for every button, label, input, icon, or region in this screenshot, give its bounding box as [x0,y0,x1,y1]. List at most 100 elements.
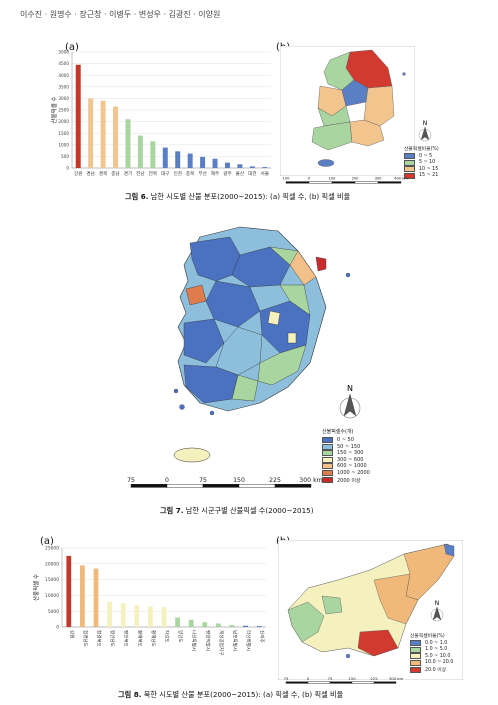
fig8-scale-bar: 75 0 75 150 225 300 km [284,676,404,684]
scale-tick-label: 300 km [389,676,404,681]
bar [88,98,94,168]
legend-swatch [410,653,421,660]
legend-item: 5.0 ~ 10.0 [410,653,453,660]
y-tick-label: 2500 [58,108,69,113]
fig8-panel-a-label: (a) [40,536,54,547]
bar [134,604,140,627]
fig6-scale-bar: 100 0 100 200 300 400 km [283,177,408,184]
fig7-legend: 산불픽셀수(개) 0 ~ 50 50 ~ 150 150 ~ 300 300 ~ 60… [322,428,370,484]
legend-item: 5 ~ 10 [404,159,439,166]
x-tick-label: 자강도 [164,630,171,643]
bar [120,603,126,627]
x-tick-label: 부산 [198,170,207,177]
fig6-map-south-korea [280,46,415,176]
legend-swatch [404,153,415,159]
bar [202,622,208,627]
bar [229,625,235,627]
fig8-map-north-korea [278,540,463,680]
scale-tick-label: 0 [165,477,169,484]
scale-tick-label: 0 [308,177,311,181]
bar [212,158,218,168]
x-tick-label: 평안남도 [109,630,116,647]
region-hwanghaenam [287,601,325,643]
legend-swatch [410,640,421,646]
y-tick-label: 4000 [58,73,69,78]
y-tick-label: 3500 [58,84,69,89]
scale-tick-label: 0 [307,676,310,681]
scale-tick-label: 75 [284,676,289,681]
legend-label: 15 ~ 21 [419,173,439,179]
scale-tick-label: 225 [370,676,378,681]
y-tick-label: 1500 [58,131,69,136]
legend-label: 20.0 이상 [425,668,447,674]
x-tick-label: 제주 [211,170,219,177]
fig8-north-arrow-icon: N [430,600,444,622]
scale-segment [377,181,402,184]
x-tick-label: 대구 [161,170,169,177]
legend-label: 300 ~ 600 [337,456,364,463]
region-rason [443,543,455,557]
legend-label: 5 ~ 10 [419,160,436,166]
y-tick-label: 500 [61,154,69,159]
x-tick-label: 신의주 [259,630,266,643]
fig6-north-arrow-icon: N [418,120,432,142]
scale-tick-label: 300 [375,177,383,181]
x-tick-label: 황해북도 [136,630,143,647]
scale-segment [274,483,312,488]
legend-swatch [322,450,333,457]
x-tick-label: 전남 [136,170,145,177]
legend-label: 0 ~ 5 [419,153,433,159]
scale-segment [202,483,240,488]
region-goseong-red [315,256,327,272]
x-tick-label: 황해남도 [150,630,157,647]
legend-label: 5.0 ~ 10.0 [425,653,451,659]
legend-item: 20.0 이상 [410,666,453,673]
legend-swatch [404,166,415,173]
scale-tick-label: 75 [328,676,333,681]
scale-segment [354,181,379,184]
legend-label: 0 ~ 50 [337,437,354,443]
legend-item: 150 ~ 300 [322,450,370,457]
legend-swatch [410,646,421,653]
legend-swatch [404,159,415,166]
island-1 [173,388,179,394]
legend-swatch [322,456,333,463]
bar [262,167,268,168]
legend-swatch [322,477,333,484]
legend-swatch [410,659,421,666]
legend-label: 2000 이상 [337,477,361,484]
region-gyeonggi-blue [189,236,241,282]
y-tick-label: 3000 [58,96,69,101]
svg-text:N: N [435,600,440,607]
region-yellow-1 [267,310,281,326]
legend-label: 0.0 ~ 1.0 [425,640,448,646]
legend-label: 1.0 ~ 5.0 [425,647,448,653]
bar [175,151,181,168]
bar [148,606,153,627]
y-tick-label: 1000 [58,142,69,147]
x-tick-label: 나선특별시 [191,630,198,651]
bar [107,601,112,627]
fig6-bar-chart: 0 500 1000 1500 2000 2500 3000 3500 4000 4500 5000… [50,50,271,177]
scale-tick-label: 150 [233,477,245,484]
x-tick-label: 양강도 [177,630,184,643]
x-tick-label: 개성공업지구 [218,630,225,655]
region-jeonbuk-blue [183,318,225,364]
x-tick-label: 경남 [86,170,95,177]
header-authors: 이수진 · 원명수 · 장근창 · 이병두 · 변성우 · 김광진 · 이양원 [20,10,221,19]
y-axis-label: 산불픽셀 수 [50,96,58,123]
bar [161,607,167,627]
legend-item: 0.0 ~ 1.0 [410,640,453,646]
region-jeju [173,447,211,463]
scale-tick-label: 100 [283,177,291,181]
x-tick-label: 라선특별시 [245,630,252,651]
scale-tick-label: 75 [127,477,135,484]
bar [80,565,85,627]
fig7-scale-bar: 75 0 75 150 225 300 km [127,477,323,488]
bar [75,64,81,168]
island-3 [209,410,215,416]
region-hamgyeongnam [373,573,419,625]
x-tick-label: 충남 [111,170,120,177]
scale-segment [238,483,276,488]
